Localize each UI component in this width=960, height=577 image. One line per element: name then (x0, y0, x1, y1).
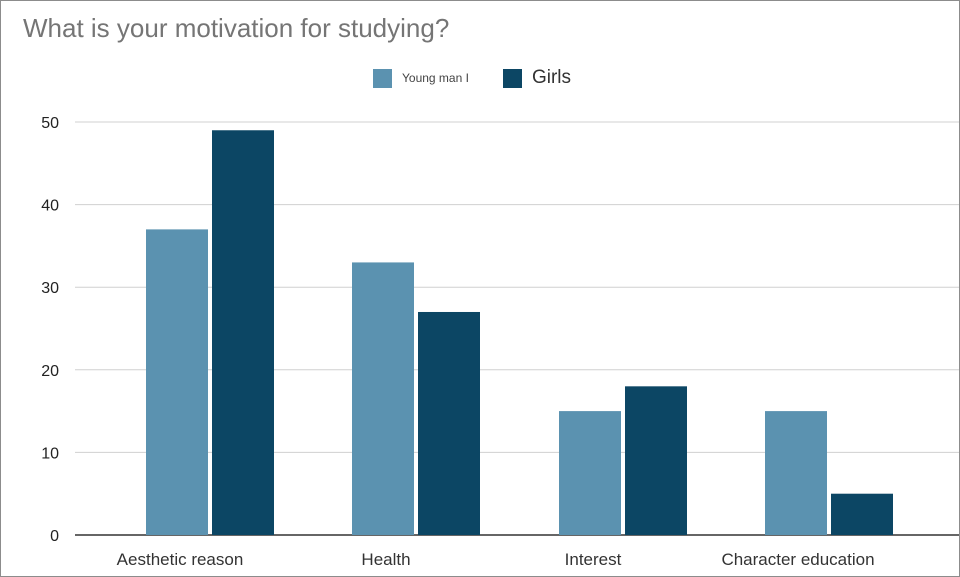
legend-label-series-1: Young man I (402, 71, 469, 85)
bar-series-2-health (418, 311, 480, 535)
y-tick-label: 50 (41, 115, 59, 132)
y-tick-label: 20 (41, 363, 59, 380)
x-tick-label: Character education (721, 550, 874, 569)
legend-label-series-2: Girls (531, 67, 572, 88)
legend-item-series-2: Girls (502, 67, 572, 89)
chart-title: What is your motivation for studying? (23, 13, 450, 43)
bar-series-1-health (352, 262, 414, 535)
x-tick-label: Interest (565, 550, 622, 569)
bar-series-1-interest (559, 411, 621, 535)
y-tick-label: 0 (50, 528, 59, 545)
bar-series-1-character-education (765, 411, 827, 535)
legend: Young man I Girls (373, 67, 605, 89)
y-tick-label: 10 (41, 445, 59, 462)
x-tick-label: Health (361, 550, 410, 569)
bar-series-2-character-education (831, 493, 893, 535)
bar-series-2-interest (625, 386, 687, 535)
bar-series-2-aesthetic-reason (212, 130, 274, 535)
legend-swatch-series-1 (373, 68, 392, 88)
x-tick-label: Aesthetic reason (117, 550, 244, 569)
y-tick-label: 40 (41, 198, 59, 215)
y-tick-label: 30 (41, 280, 59, 297)
legend-swatch-series-2 (502, 68, 522, 88)
bar-series-1-aesthetic-reason (146, 229, 208, 535)
legend-item-series-1: Young man I (373, 68, 469, 88)
